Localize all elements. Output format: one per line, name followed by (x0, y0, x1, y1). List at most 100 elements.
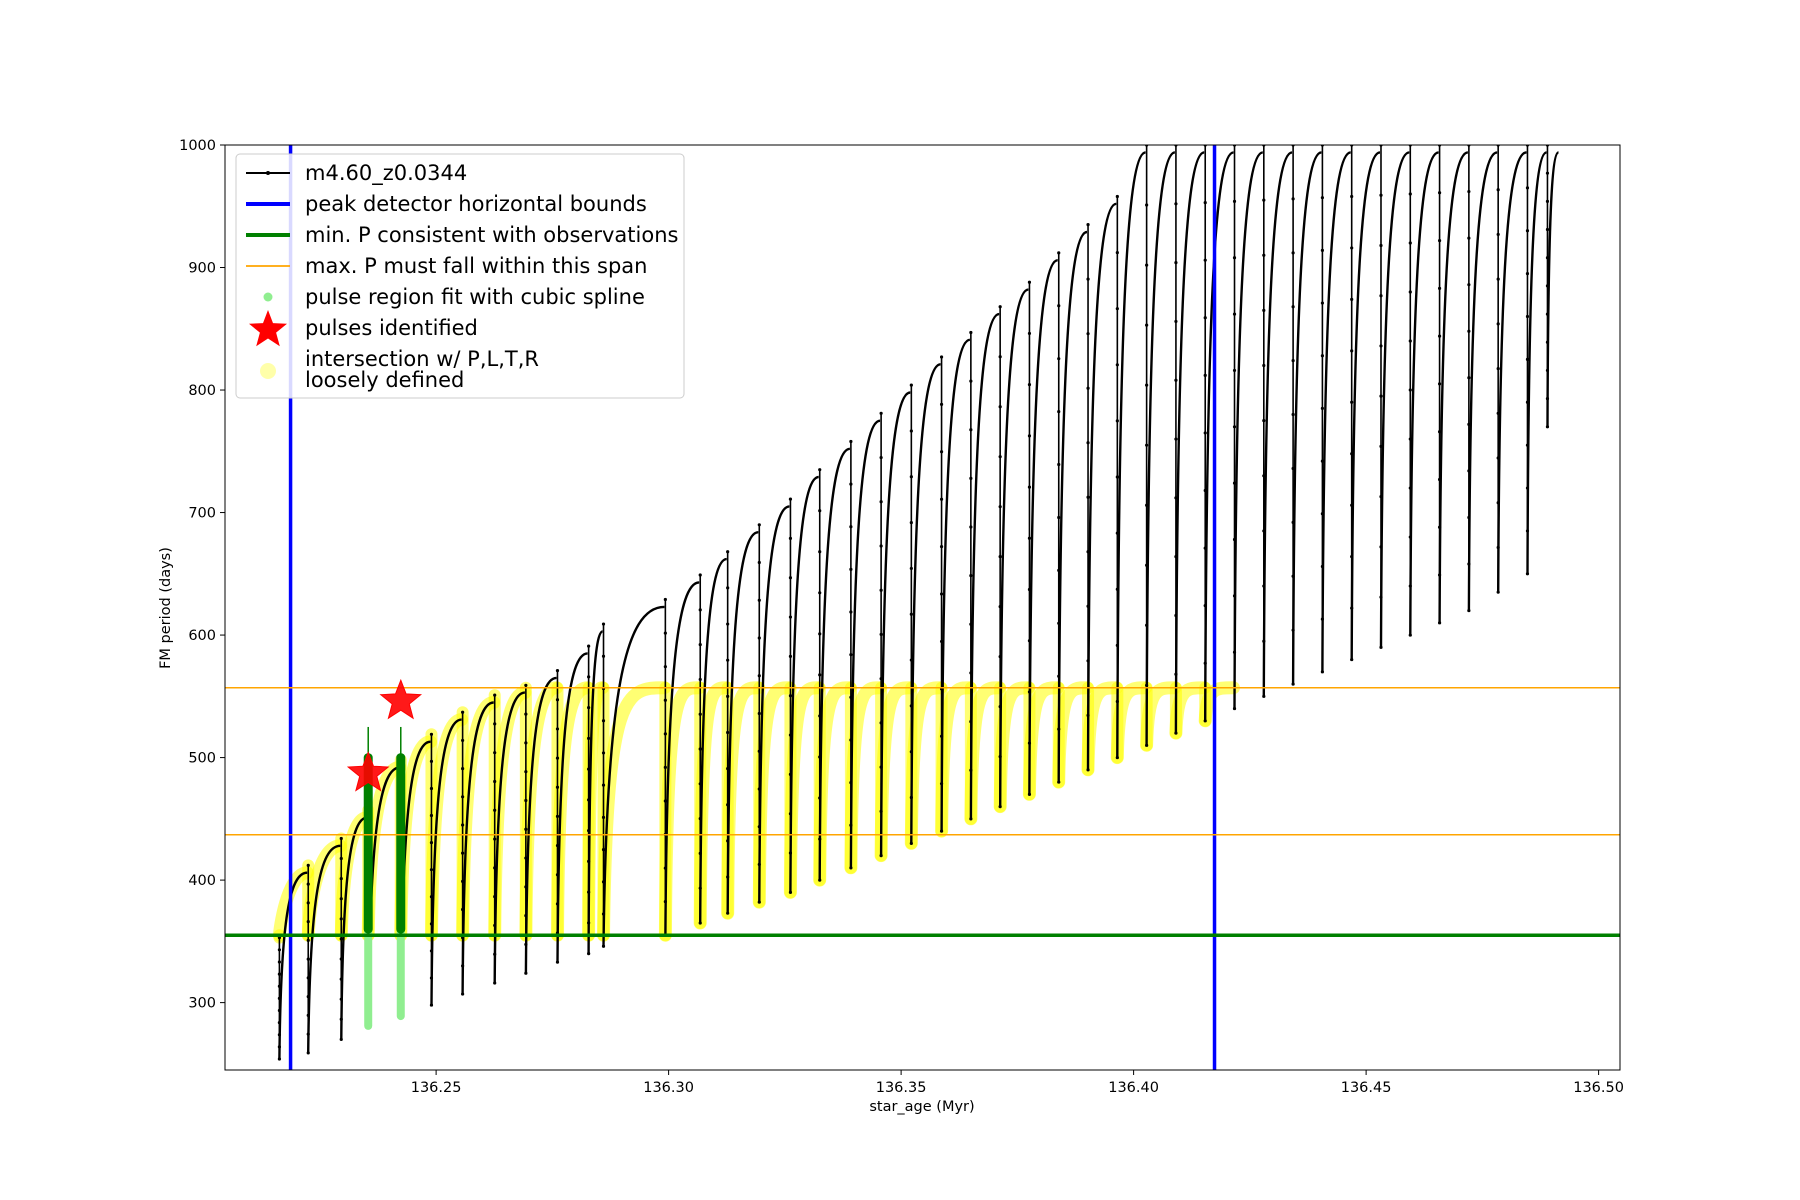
model-point (879, 765, 883, 769)
model-point (1320, 564, 1324, 569)
model-point (601, 944, 606, 948)
model-point (939, 782, 944, 786)
model-point (998, 505, 1002, 509)
model-point (461, 851, 465, 855)
model-point (1203, 488, 1207, 493)
model-point (1525, 357, 1530, 362)
model-point (1525, 443, 1530, 447)
pulses-identified-layer (346, 678, 423, 792)
model-point (429, 1003, 434, 1007)
y-tick-label: 800 (188, 383, 216, 399)
model-point (1027, 587, 1032, 592)
model-point (698, 886, 702, 890)
model-point (493, 895, 497, 899)
model-point (429, 732, 434, 736)
model-point (818, 632, 822, 636)
model-point (277, 1008, 282, 1013)
model-pulse-arc (1116, 151, 1146, 758)
model-point (909, 658, 913, 662)
model-point (339, 977, 343, 981)
model-pulse-arc (1086, 202, 1117, 770)
model-point (1379, 344, 1383, 348)
model-point (879, 677, 883, 681)
model-point (587, 644, 591, 648)
model-point (1145, 503, 1149, 507)
model-point (909, 704, 913, 708)
model-point (306, 1051, 310, 1055)
model-point (1467, 329, 1471, 333)
model-point (601, 654, 606, 658)
model-point (339, 1017, 343, 1021)
model-point (429, 976, 434, 980)
model-point (849, 525, 853, 529)
model-point (969, 476, 973, 480)
model-point (587, 736, 591, 740)
model-point (1408, 633, 1412, 637)
model-point (1086, 441, 1090, 445)
legend-swatch (260, 363, 276, 379)
model-point (1027, 639, 1032, 643)
model-point (339, 877, 343, 881)
model-point (1027, 280, 1032, 284)
model-point (1408, 290, 1412, 294)
model-point (969, 574, 973, 578)
spline-fit-layer (363, 726, 406, 1030)
legend-frame (235, 153, 685, 399)
model-point (1027, 536, 1032, 540)
model-point (1203, 719, 1207, 723)
legend-label: loosely defined (305, 368, 464, 392)
model-point (1057, 674, 1061, 678)
model-point (587, 952, 591, 956)
model-point (1408, 241, 1412, 245)
x-tick-label: 136.40 (1108, 1080, 1159, 1096)
model-pulse-arc (1057, 230, 1088, 783)
model-pulse-arc (1526, 151, 1547, 574)
model-point (461, 992, 465, 996)
x-tick-label: 136.35 (876, 1080, 927, 1096)
model-point (698, 816, 702, 821)
model-point (663, 900, 667, 904)
model-pulse-arc (307, 844, 341, 1053)
x-axis: 136.25 136.30 136.35 136.40 136.45 136.50 (411, 1070, 1624, 1096)
model-point (555, 727, 560, 731)
model-point (461, 710, 465, 714)
model-point (1379, 595, 1383, 599)
model-point (493, 693, 497, 697)
model-point (1232, 312, 1237, 316)
model-point (1545, 256, 1550, 260)
model-point (1057, 251, 1061, 255)
model-pulse-arc (1262, 151, 1293, 697)
model-point (1291, 574, 1295, 578)
model-point (969, 330, 973, 335)
model-point (818, 468, 822, 472)
model-point (788, 497, 793, 501)
model-pulse-arc (1497, 151, 1527, 593)
model-point (429, 786, 434, 791)
model-point (1145, 443, 1149, 447)
model-point (879, 588, 883, 592)
model-point (1232, 199, 1237, 203)
legend-label: min. P consistent with observations (305, 223, 678, 247)
model-point (555, 873, 560, 877)
model-point (969, 379, 973, 383)
model-point (1467, 376, 1471, 380)
model-pulse-arc (430, 718, 462, 1006)
x-tick-label: 136.25 (411, 1080, 462, 1096)
model-point (1145, 203, 1149, 207)
model-point (663, 698, 667, 702)
model-point (555, 668, 560, 673)
model-point (1291, 682, 1295, 686)
model-point (1437, 382, 1442, 386)
model-point (555, 843, 560, 848)
model-point (555, 960, 560, 964)
model-point (277, 1045, 282, 1049)
model-point (1057, 409, 1061, 414)
model-point (339, 997, 343, 1001)
y-axis: 300 400 500 600 700 800 900 1000 (179, 138, 225, 1012)
model-point (698, 782, 702, 786)
model-point (1174, 731, 1178, 735)
model-point (1145, 743, 1149, 747)
y-tick-label: 1000 (179, 138, 216, 154)
model-point (1408, 437, 1412, 441)
model-point (849, 738, 853, 742)
